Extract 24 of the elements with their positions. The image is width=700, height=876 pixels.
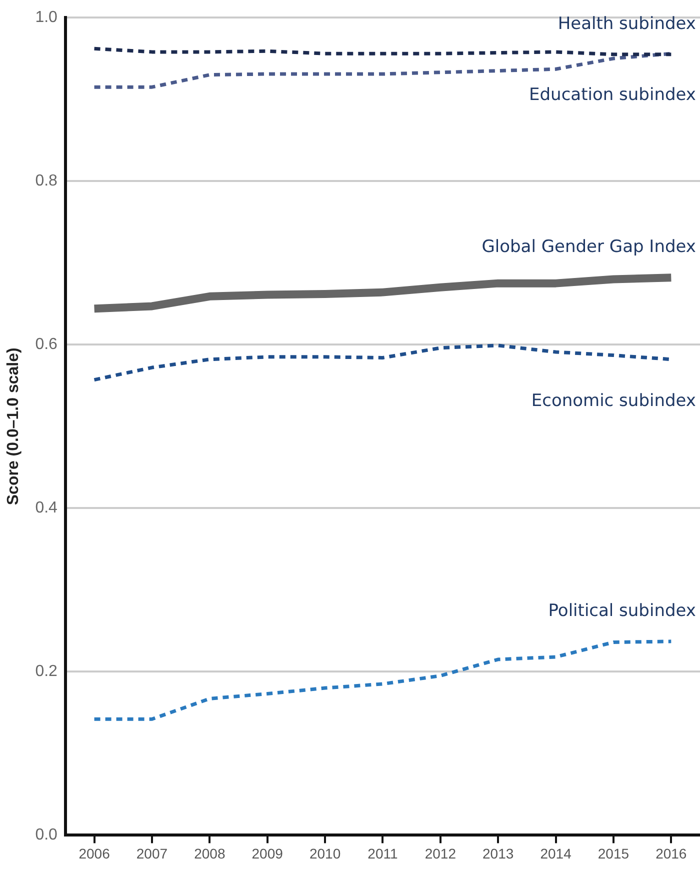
y-tick-label: 0.0 bbox=[35, 826, 58, 844]
x-tick-label: 2006 bbox=[78, 845, 110, 862]
x-tick-label: 2011 bbox=[368, 845, 398, 862]
series-label: Political subindex bbox=[548, 600, 696, 621]
y-tick-label: 0.4 bbox=[35, 500, 58, 517]
y-tick-label: 1.0 bbox=[35, 9, 58, 26]
y-tick-label: 0.2 bbox=[35, 663, 58, 680]
x-tick-label: 2009 bbox=[252, 845, 284, 862]
series-label: Global Gender Gap Index bbox=[482, 237, 696, 258]
line-series bbox=[92, 640, 673, 721]
y-tick-label: 0.8 bbox=[35, 172, 58, 190]
x-tick-label: 2010 bbox=[309, 845, 341, 862]
x-tick-label: 2007 bbox=[136, 845, 168, 862]
y-tick-label: 0.6 bbox=[35, 336, 58, 354]
x-tick-label: 2012 bbox=[424, 845, 456, 862]
x-tick-label: 2013 bbox=[482, 845, 514, 862]
x-tick-label: 2016 bbox=[656, 845, 687, 862]
text: Economic subindex bbox=[531, 390, 696, 411]
x-tick-label: 2014 bbox=[540, 845, 572, 862]
x-tick-label: 2008 bbox=[194, 845, 226, 862]
x-tick-label: 2015 bbox=[598, 845, 630, 862]
series-label: Education subindex bbox=[529, 84, 696, 105]
y-axis-title: Score (0.0–1.0 scale) bbox=[5, 348, 22, 506]
series-label: Health subindex bbox=[558, 14, 696, 34]
